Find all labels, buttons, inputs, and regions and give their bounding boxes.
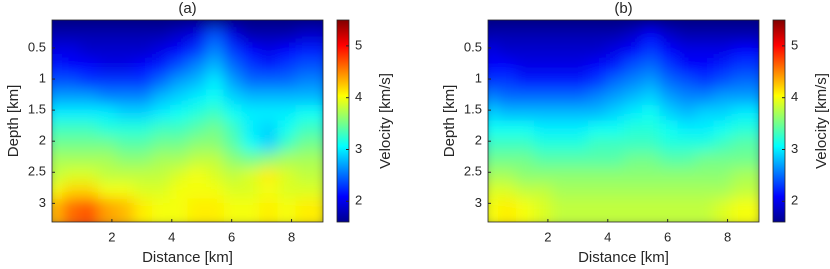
x-tick-label: 6 bbox=[664, 229, 671, 244]
chart-title: (a) bbox=[178, 0, 196, 17]
axes-box bbox=[487, 19, 760, 223]
x-tick-label: 2 bbox=[108, 229, 115, 244]
y-tick-label: 1 bbox=[475, 70, 482, 85]
heatmap-cell bbox=[295, 198, 323, 222]
x-axis-label: Distance [km] bbox=[578, 249, 669, 266]
y-axis-label: Depth [km] bbox=[441, 85, 458, 158]
colorbar-tick-label: 4 bbox=[355, 89, 362, 104]
y-axis-label: Depth [km] bbox=[5, 85, 22, 158]
colorbar-tick-label: 3 bbox=[791, 141, 798, 156]
colorbar-label: Velocity [km/s] bbox=[813, 73, 830, 169]
heatmap bbox=[488, 20, 759, 222]
y-tick-label: 0.5 bbox=[464, 39, 482, 54]
chart-title: (b) bbox=[614, 0, 632, 17]
colorbar-tick-label: 5 bbox=[355, 37, 362, 52]
x-tick-label: 4 bbox=[604, 229, 611, 244]
plot-area bbox=[488, 20, 759, 222]
x-axis-label: Distance [km] bbox=[142, 249, 233, 266]
x-tick-label: 6 bbox=[228, 229, 235, 244]
colorbar-tick-label: 5 bbox=[791, 37, 798, 52]
colorbar-label: Velocity [km/s] bbox=[377, 73, 394, 169]
plot-area bbox=[52, 20, 323, 222]
colorbar-tick-label: 3 bbox=[355, 141, 362, 156]
x-tick-label: 8 bbox=[288, 229, 295, 244]
y-tick-label: 3 bbox=[475, 195, 482, 210]
colorbar bbox=[336, 19, 350, 223]
y-tick-label: 1.5 bbox=[28, 102, 46, 117]
y-tick-label: 3 bbox=[39, 195, 46, 210]
y-tick-label: 2.5 bbox=[28, 164, 46, 179]
x-tick-label: 8 bbox=[724, 229, 731, 244]
y-tick-label: 0.5 bbox=[28, 39, 46, 54]
y-tick-label: 2 bbox=[39, 133, 46, 148]
heatmap bbox=[52, 20, 323, 222]
y-tick-label: 1 bbox=[39, 70, 46, 85]
colorbar-tick-label: 2 bbox=[355, 193, 362, 208]
axes-box bbox=[51, 19, 324, 223]
y-tick-label: 2.5 bbox=[464, 164, 482, 179]
y-tick-label: 2 bbox=[475, 133, 482, 148]
colorbar bbox=[772, 19, 786, 223]
colorbar-tick-label: 4 bbox=[791, 89, 798, 104]
y-tick-label: 1.5 bbox=[464, 102, 482, 117]
heatmap-cell bbox=[731, 198, 759, 222]
colorbar-tick-label: 2 bbox=[791, 193, 798, 208]
x-tick-label: 2 bbox=[544, 229, 551, 244]
x-tick-label: 4 bbox=[168, 229, 175, 244]
